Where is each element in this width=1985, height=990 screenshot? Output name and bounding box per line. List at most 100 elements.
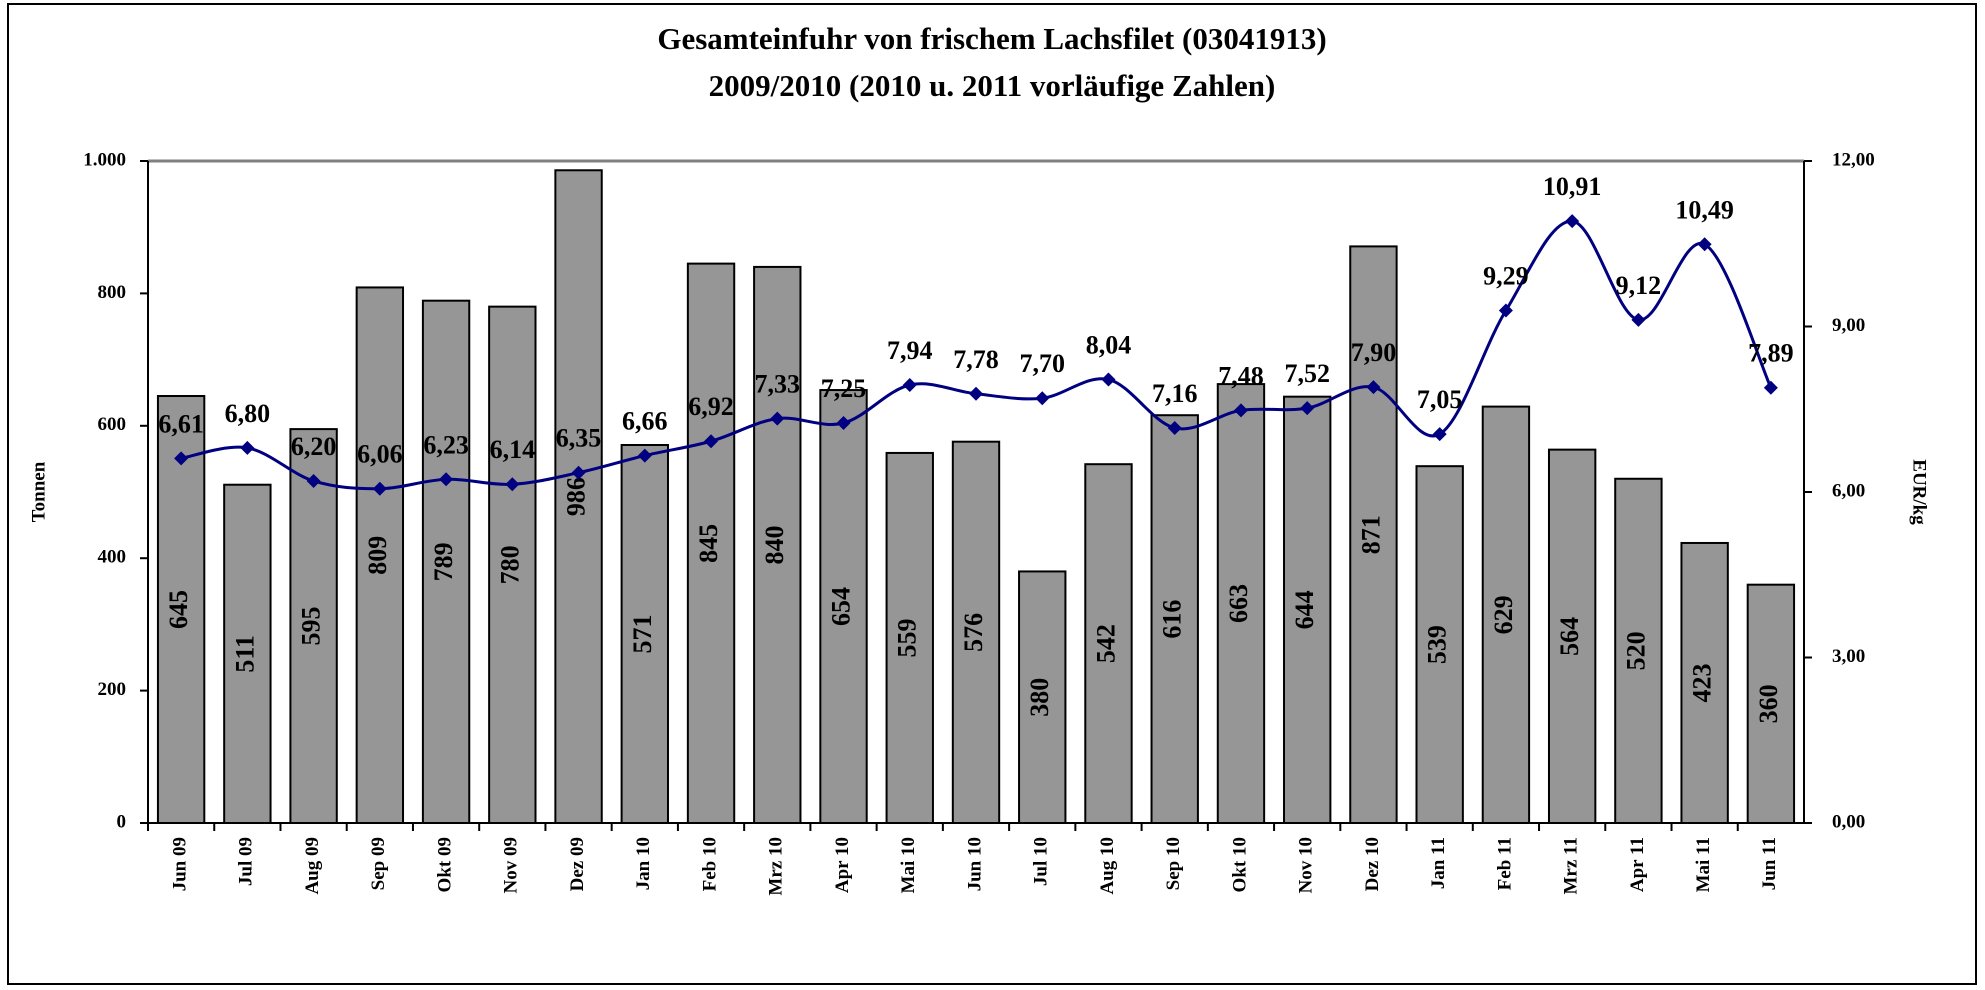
line-marker <box>1631 312 1646 327</box>
y2-tick-label: 0,00 <box>1832 811 1865 832</box>
line-marker <box>1300 401 1315 416</box>
bar <box>554 169 603 824</box>
bar <box>1746 583 1796 824</box>
y2-tick-label: 9,00 <box>1832 315 1865 336</box>
bar-label: 564 <box>1555 617 1584 656</box>
line-marker <box>637 448 652 463</box>
line-marker <box>836 416 851 431</box>
y-tick-label: 800 <box>98 282 127 303</box>
x-tick-label: Sep 10 <box>1163 837 1184 890</box>
line-label: 7,52 <box>1284 359 1330 388</box>
line-label: 9,12 <box>1616 271 1662 300</box>
x-tick-label: Okt 09 <box>434 837 455 892</box>
line-marker <box>1233 403 1248 418</box>
bar-label: 595 <box>297 607 326 646</box>
bar <box>620 443 669 824</box>
bar-label: 571 <box>628 614 657 653</box>
line-label: 7,70 <box>1019 349 1065 378</box>
line-marker <box>240 440 255 455</box>
line-marker <box>439 472 454 487</box>
bar-label: 845 <box>694 524 723 563</box>
line-marker <box>1366 380 1381 395</box>
line-marker <box>1763 380 1778 395</box>
bar <box>1547 448 1597 824</box>
line-label: 7,16 <box>1152 379 1198 408</box>
y-tick-label: 600 <box>98 414 127 435</box>
y2-tick-label: 3,00 <box>1832 646 1865 667</box>
x-tick-label: Aug 09 <box>302 837 323 895</box>
bar <box>686 262 736 824</box>
line-label: 7,78 <box>953 345 999 374</box>
bar-label: 539 <box>1423 625 1452 664</box>
x-tick-label: Jan 11 <box>1428 837 1449 889</box>
x-tick-label: Mai 11 <box>1693 837 1714 892</box>
bar-label: 645 <box>164 590 193 629</box>
x-tick-label: Nov 10 <box>1296 837 1317 893</box>
line-label: 7,33 <box>755 370 801 399</box>
bar-label: 809 <box>363 536 392 575</box>
x-tick-label: Mai 10 <box>898 837 919 893</box>
y2-tick-label: 6,00 <box>1832 480 1865 501</box>
line-marker <box>174 451 189 466</box>
y-tick-label: 400 <box>98 547 127 568</box>
line-label: 7,25 <box>821 374 867 403</box>
bar-label: 780 <box>495 545 524 584</box>
x-tick-label: Mrz 10 <box>766 837 787 896</box>
x-tick-label: Jan 10 <box>633 837 654 890</box>
bar <box>355 286 405 824</box>
line-label: 9,29 <box>1483 261 1529 290</box>
line-marker <box>1697 237 1712 252</box>
line-label: 10,49 <box>1675 195 1734 224</box>
y-tick-label: 0 <box>117 811 127 832</box>
line-marker <box>372 481 387 496</box>
x-tick-label: Apr 11 <box>1627 837 1648 892</box>
bar-label: 423 <box>1688 663 1717 702</box>
frame <box>7 3 1977 985</box>
line-label: 7,90 <box>1351 338 1397 367</box>
y-tick-label: 1.000 <box>83 149 126 170</box>
line-label: 7,48 <box>1218 361 1264 390</box>
bar-label: 542 <box>1091 624 1120 663</box>
line-marker <box>1035 391 1050 406</box>
line-label: 6,35 <box>556 424 602 453</box>
bar-label: 663 <box>1224 584 1253 623</box>
x-tick-label: Jun 10 <box>964 837 985 891</box>
line-label: 6,66 <box>622 407 668 436</box>
line-label: 6,20 <box>291 432 337 461</box>
x-tick-label: Sep 09 <box>368 837 389 890</box>
bar-label: 789 <box>429 542 458 581</box>
bar-label: 576 <box>959 613 988 652</box>
bar-label: 559 <box>893 618 922 657</box>
bar <box>1283 395 1332 824</box>
x-tick-label: Jul 10 <box>1031 837 1052 886</box>
line-marker <box>505 477 520 492</box>
line-marker <box>704 434 719 449</box>
bar <box>1150 414 1199 824</box>
bar <box>753 265 802 825</box>
x-tick-label: Okt 10 <box>1229 837 1250 892</box>
line-label: 10,91 <box>1543 172 1602 201</box>
line-marker <box>571 465 586 480</box>
bar <box>1349 245 1398 824</box>
line-label: 6,61 <box>158 409 204 438</box>
line-marker <box>1432 427 1447 442</box>
y-axis-label: Tonnen <box>28 461 49 522</box>
bar-label: 644 <box>1290 590 1319 629</box>
chart-title: Gesamteinfuhr von frischem Lachsfilet (0… <box>657 21 1326 56</box>
bar-label: 654 <box>826 587 855 626</box>
line-label: 7,05 <box>1417 385 1463 414</box>
line-marker <box>1101 372 1116 387</box>
x-tick-label: Jul 09 <box>236 837 257 886</box>
x-tick-label: Feb 10 <box>699 837 720 891</box>
bar-label: 871 <box>1356 515 1385 554</box>
x-tick-label: Dez 09 <box>567 837 588 891</box>
line-label: 7,94 <box>887 336 933 365</box>
chart-subtitle: 2009/2010 (2010 u. 2011 vorläufige Zahle… <box>709 68 1276 103</box>
bar <box>951 440 1001 824</box>
bar <box>156 395 206 824</box>
bar-label: 520 <box>1621 631 1650 670</box>
bar <box>1415 465 1464 824</box>
x-tick-label: Feb 11 <box>1494 837 1515 890</box>
line-label: 7,89 <box>1748 339 1794 368</box>
x-tick-label: Dez 10 <box>1362 837 1383 891</box>
